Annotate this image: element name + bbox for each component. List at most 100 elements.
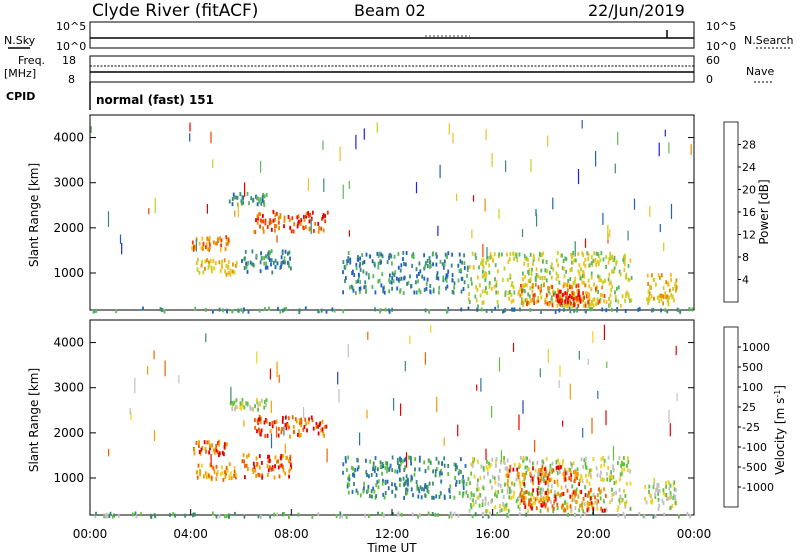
power-cell bbox=[554, 290, 556, 295]
noise-panel: N.Sky 10^5 10^0 10^5 10^0 N.Search bbox=[4, 20, 794, 53]
power-cell bbox=[357, 279, 359, 284]
power-cell bbox=[445, 286, 447, 291]
velocity-cell bbox=[342, 462, 345, 467]
velocity-cell bbox=[532, 488, 534, 493]
power-cell bbox=[614, 290, 616, 295]
power-cell bbox=[386, 260, 389, 265]
power-cell bbox=[227, 237, 230, 242]
power-cell bbox=[357, 257, 360, 262]
velocity-cell bbox=[212, 511, 214, 516]
velocity-streak bbox=[134, 377, 136, 394]
velocity-cell bbox=[449, 484, 452, 489]
power-cell bbox=[260, 201, 263, 206]
power-cell bbox=[324, 219, 327, 224]
velocity-cell bbox=[391, 468, 394, 473]
velocity-cell bbox=[453, 511, 456, 516]
power-cell bbox=[514, 252, 517, 256]
velocity-cell bbox=[225, 469, 228, 474]
power-cell bbox=[426, 264, 429, 268]
power-cell bbox=[522, 271, 524, 276]
power-cell bbox=[226, 309, 228, 314]
power-cell bbox=[538, 286, 541, 291]
velocity-cell bbox=[414, 467, 416, 472]
power-cell bbox=[501, 277, 504, 282]
power-cell bbox=[562, 292, 564, 297]
velocity-cell bbox=[267, 459, 270, 464]
power-cell bbox=[590, 271, 593, 276]
power-cell bbox=[463, 253, 465, 258]
velocity-cell bbox=[303, 424, 306, 429]
velocity-cell bbox=[656, 483, 659, 488]
velocity-cell bbox=[650, 499, 652, 504]
power-cell bbox=[475, 256, 477, 260]
velocity-cell bbox=[505, 506, 508, 511]
velocity-cell bbox=[566, 505, 569, 510]
velocity-cell bbox=[665, 493, 668, 497]
power-cell bbox=[219, 236, 221, 241]
velocity-cell bbox=[483, 475, 486, 480]
power-cell bbox=[275, 224, 277, 228]
velocity-streak bbox=[424, 352, 426, 365]
power-cell bbox=[609, 255, 612, 260]
velocity-cell bbox=[613, 481, 616, 485]
velocity-cell bbox=[461, 493, 464, 498]
velocity-cell bbox=[517, 471, 520, 476]
power-cell bbox=[391, 286, 393, 291]
power-cell bbox=[569, 285, 571, 290]
power-cell bbox=[605, 308, 608, 313]
velocity-cell bbox=[564, 508, 567, 513]
power-cell bbox=[570, 295, 573, 300]
power-cell bbox=[648, 291, 651, 296]
power-cell bbox=[415, 267, 418, 272]
power-cell bbox=[289, 225, 292, 230]
power-cell bbox=[388, 309, 391, 314]
velocity-streak bbox=[597, 390, 599, 399]
velocity-streak bbox=[400, 403, 402, 416]
power-cell bbox=[487, 257, 489, 262]
velocity-cell bbox=[245, 463, 248, 468]
power-cell bbox=[569, 309, 572, 314]
power-cell bbox=[442, 265, 445, 270]
velocity-cell bbox=[443, 495, 446, 500]
power-cell bbox=[213, 240, 215, 245]
velocity-cell bbox=[346, 484, 349, 489]
power-cell bbox=[563, 303, 566, 308]
velocity-cell bbox=[658, 489, 661, 493]
x-tick-label: 16:00 bbox=[475, 527, 510, 541]
velocity-cell bbox=[404, 481, 407, 486]
velocity-streak bbox=[366, 409, 368, 419]
velocity-cell bbox=[542, 487, 544, 492]
velocity-cell bbox=[573, 497, 576, 502]
velocity-cell bbox=[541, 471, 544, 476]
power-streak bbox=[307, 178, 309, 191]
power-cell bbox=[531, 267, 533, 272]
velocity-cell bbox=[594, 495, 596, 500]
power-cell bbox=[233, 195, 236, 200]
velocity-cell bbox=[564, 475, 567, 480]
power-cell bbox=[363, 285, 366, 290]
velocity-cell bbox=[531, 479, 534, 483]
velocity-cell bbox=[371, 494, 373, 499]
velocity-cell bbox=[417, 486, 420, 491]
power-cell bbox=[521, 298, 524, 303]
power-cell bbox=[407, 280, 410, 285]
power-cell bbox=[415, 290, 418, 295]
power-cell bbox=[432, 289, 435, 294]
velocity-cell bbox=[482, 486, 485, 491]
power-cell bbox=[563, 307, 565, 312]
power-cell bbox=[349, 260, 352, 265]
velocity-cell bbox=[506, 482, 509, 487]
velocity-cell bbox=[528, 500, 531, 505]
velocity-cell bbox=[592, 493, 595, 497]
velocity-cell bbox=[435, 494, 438, 499]
velocity-cell bbox=[254, 425, 257, 430]
velocity-cell bbox=[455, 480, 458, 484]
power-cell bbox=[418, 288, 421, 293]
velocity-cell bbox=[588, 481, 591, 486]
velocity-cell bbox=[458, 491, 461, 496]
velocity-cell bbox=[621, 467, 624, 472]
power-streak bbox=[437, 225, 439, 236]
velocity-cell bbox=[458, 479, 461, 484]
velocity-cell bbox=[570, 507, 573, 512]
power-cell bbox=[424, 308, 427, 313]
